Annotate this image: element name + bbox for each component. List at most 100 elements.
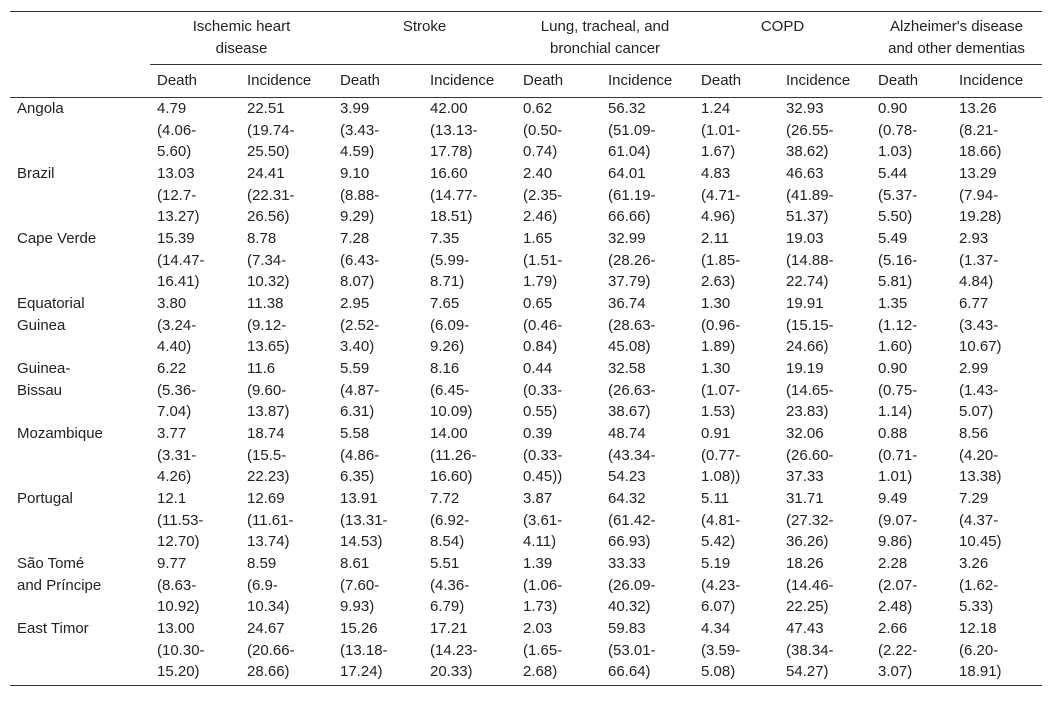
value-cell: 0.90 (0.78-1.03) [871, 98, 952, 164]
value-cell: 32.93 (26.55-38.62) [779, 98, 871, 164]
subheader-text: Incidence [608, 72, 673, 90]
value-text: 24.67 (20.66-28.66) [247, 620, 295, 681]
value-cell: 36.74 (28.63-45.08) [601, 293, 694, 358]
value-cell: 6.22 (5.36-7.04) [150, 358, 240, 423]
value-text: 7.28 (6.43-8.07) [340, 230, 380, 291]
value-text: 56.32 (51.09-61.04) [608, 100, 656, 161]
table-container: Ischemic heart disease Stroke Lung, trache… [10, 11, 1043, 686]
value-text: 18.26 (14.46-22.25) [786, 555, 834, 616]
table-row: Cape Verde 15.39 (14.47-16.41) 8.78 (7.34-… [10, 228, 1042, 293]
value-text: 0.44 (0.33-0.55) [523, 360, 563, 421]
value-cell: 8.56 (4.20-13.38) [952, 423, 1042, 488]
value-text: 0.39 (0.33-0.45)) [523, 425, 563, 486]
value-text: 36.74 (28.63-45.08) [608, 295, 656, 356]
value-cell: 5.19 (4.23-6.07) [694, 553, 779, 618]
value-text: 19.03 (14.88-22.74) [786, 230, 834, 291]
value-text: 16.60 (14.77-18.51) [430, 165, 478, 226]
value-text: 8.56 (4.20-13.38) [959, 425, 1002, 486]
value-text: 15.39 (14.47-16.41) [157, 230, 205, 291]
value-cell: 33.33 (26.09-40.32) [601, 553, 694, 618]
group-header-text: Stroke [402, 18, 447, 35]
table-header: Ischemic heart disease Stroke Lung, trache… [10, 11, 1043, 98]
value-cell: 22.51 (19.74-25.50) [240, 98, 333, 164]
value-text: 5.59 (4.87-6.31) [340, 360, 380, 421]
value-text: 1.30 (1.07-1.53) [701, 360, 741, 421]
value-cell: 5.59 (4.87-6.31) [333, 358, 423, 423]
subheader-text: Incidence [247, 72, 312, 90]
value-text: 1.35 (1.12-1.60) [878, 295, 918, 356]
value-cell: 64.01 (61.19-66.66) [601, 163, 694, 228]
value-cell: 2.99 (1.43-5.07) [952, 358, 1042, 423]
group-header-text: COPD [760, 18, 805, 35]
value-cell: 4.83 (4.71-4.96) [694, 163, 779, 228]
corner-cell [10, 64, 150, 98]
value-cell: 5.58 (4.86-6.35) [333, 423, 423, 488]
group-header-cell: Lung, tracheal, and bronchial cancer [516, 11, 695, 65]
value-text: 0.88 (0.71-1.01) [878, 425, 918, 486]
value-text: 22.51 (19.74-25.50) [247, 100, 295, 161]
value-cell: 19.19 (14.65-23.83) [779, 358, 871, 423]
value-cell: 12.18 (6.20-18.91) [952, 618, 1043, 686]
table-row: Guinea-Bissau 6.22 (5.36-7.04) 11.6 (9.60-… [10, 358, 1042, 423]
value-cell: 14.00 (11.26-16.60) [423, 423, 516, 488]
value-text: 3.80 (3.24-4.40) [157, 295, 197, 356]
value-cell: 32.99 (28.26-37.79) [601, 228, 694, 293]
subheader-cell: Incidence [423, 64, 517, 98]
value-cell: 7.72 (6.92-8.54) [423, 488, 516, 553]
value-text: 48.74 (43.34-54.23 [608, 425, 656, 486]
table-row: Mozambique 3.77 (3.31-4.26) 18.74 (15.5-22… [10, 423, 1042, 488]
table-row: Portugal 12.1 (11.53-12.70) 12.69 (11.61-1… [10, 488, 1042, 553]
value-text: 0.90 (0.75-1.14) [878, 360, 918, 421]
subheader-text: Death [340, 72, 381, 90]
value-text: 31.71 (27.32-36.26) [786, 490, 834, 551]
value-cell: 1.30 (1.07-1.53) [694, 358, 779, 423]
value-text: 0.62 (0.50-0.74) [523, 100, 563, 161]
country-name: Guinea-Bissau [17, 360, 71, 399]
value-text: 47.43 (38.34-54.27) [786, 620, 834, 681]
value-cell: 15.39 (14.47-16.41) [150, 228, 240, 293]
value-text: 13.00 (10.30-15.20) [157, 620, 205, 681]
value-text: 7.35 (5.99-8.71) [430, 230, 470, 291]
value-text: 0.90 (0.78-1.03) [878, 100, 918, 161]
value-text: 64.01 (61.19-66.66) [608, 165, 656, 226]
subheader-cell: Death [516, 64, 602, 98]
table-row: Brazil 13.03 (12.7-13.27) 24.41 (22.31-26.… [10, 163, 1042, 228]
value-text: 2.99 (1.43-5.07) [959, 360, 999, 421]
value-text: 13.91 (13.31-14.53) [340, 490, 388, 551]
country-cell: Guinea-Bissau [10, 358, 150, 423]
value-text: 6.77 (3.43-10.67) [959, 295, 1002, 356]
value-text: 32.99 (28.26-37.79) [608, 230, 656, 291]
value-cell: 13.00 (10.30-15.20) [150, 618, 240, 686]
value-cell: 3.77 (3.31-4.26) [150, 423, 240, 488]
value-text: 5.58 (4.86-6.35) [340, 425, 380, 486]
value-text: 9.10 (8.88-9.29) [340, 165, 380, 226]
value-cell: 5.44 (5.37-5.50) [871, 163, 952, 228]
value-cell: 24.67 (20.66-28.66) [240, 618, 333, 686]
group-header-cell: Ischemic heart disease [150, 11, 333, 65]
table-row: East Timor 13.00 (10.30-15.20) 24.67 (20.6… [10, 618, 1043, 686]
value-cell: 16.60 (14.77-18.51) [423, 163, 516, 228]
value-cell: 17.21 (14.23-20.33) [423, 618, 517, 686]
subheader-text: Incidence [786, 72, 851, 90]
subheader-text: Death [523, 72, 564, 90]
value-cell: 12.69 (11.61-13.74) [240, 488, 333, 553]
value-cell: 64.32 (61.42-66.93) [601, 488, 694, 553]
group-header-text: Lung, tracheal, and bronchial cancer [540, 18, 670, 57]
value-text: 0.65 (0.46-0.84) [523, 295, 563, 356]
value-cell: 19.03 (14.88-22.74) [779, 228, 871, 293]
country-cell: Angola [10, 98, 150, 164]
value-cell: 1.35 (1.12-1.60) [871, 293, 952, 358]
value-cell: 7.28 (6.43-8.07) [333, 228, 423, 293]
value-text: 7.29 (4.37-10.45) [959, 490, 1002, 551]
value-text: 2.95 (2.52-3.40) [340, 295, 380, 356]
value-cell: 48.74 (43.34-54.23 [601, 423, 694, 488]
value-cell: 8.78 (7.34-10.32) [240, 228, 333, 293]
subheader-row: Death Incidence Death Incidence Death Inciden… [10, 64, 1043, 98]
country-cell: Cape Verde [10, 228, 150, 293]
country-name: Cape Verde [17, 230, 97, 247]
value-cell: 24.41 (22.31-26.56) [240, 163, 333, 228]
value-text: 33.33 (26.09-40.32) [608, 555, 656, 616]
value-cell: 6.77 (3.43-10.67) [952, 293, 1042, 358]
value-cell: 1.65 (1.51-1.79) [516, 228, 601, 293]
value-text: 2.03 (1.65-2.68) [523, 620, 563, 681]
